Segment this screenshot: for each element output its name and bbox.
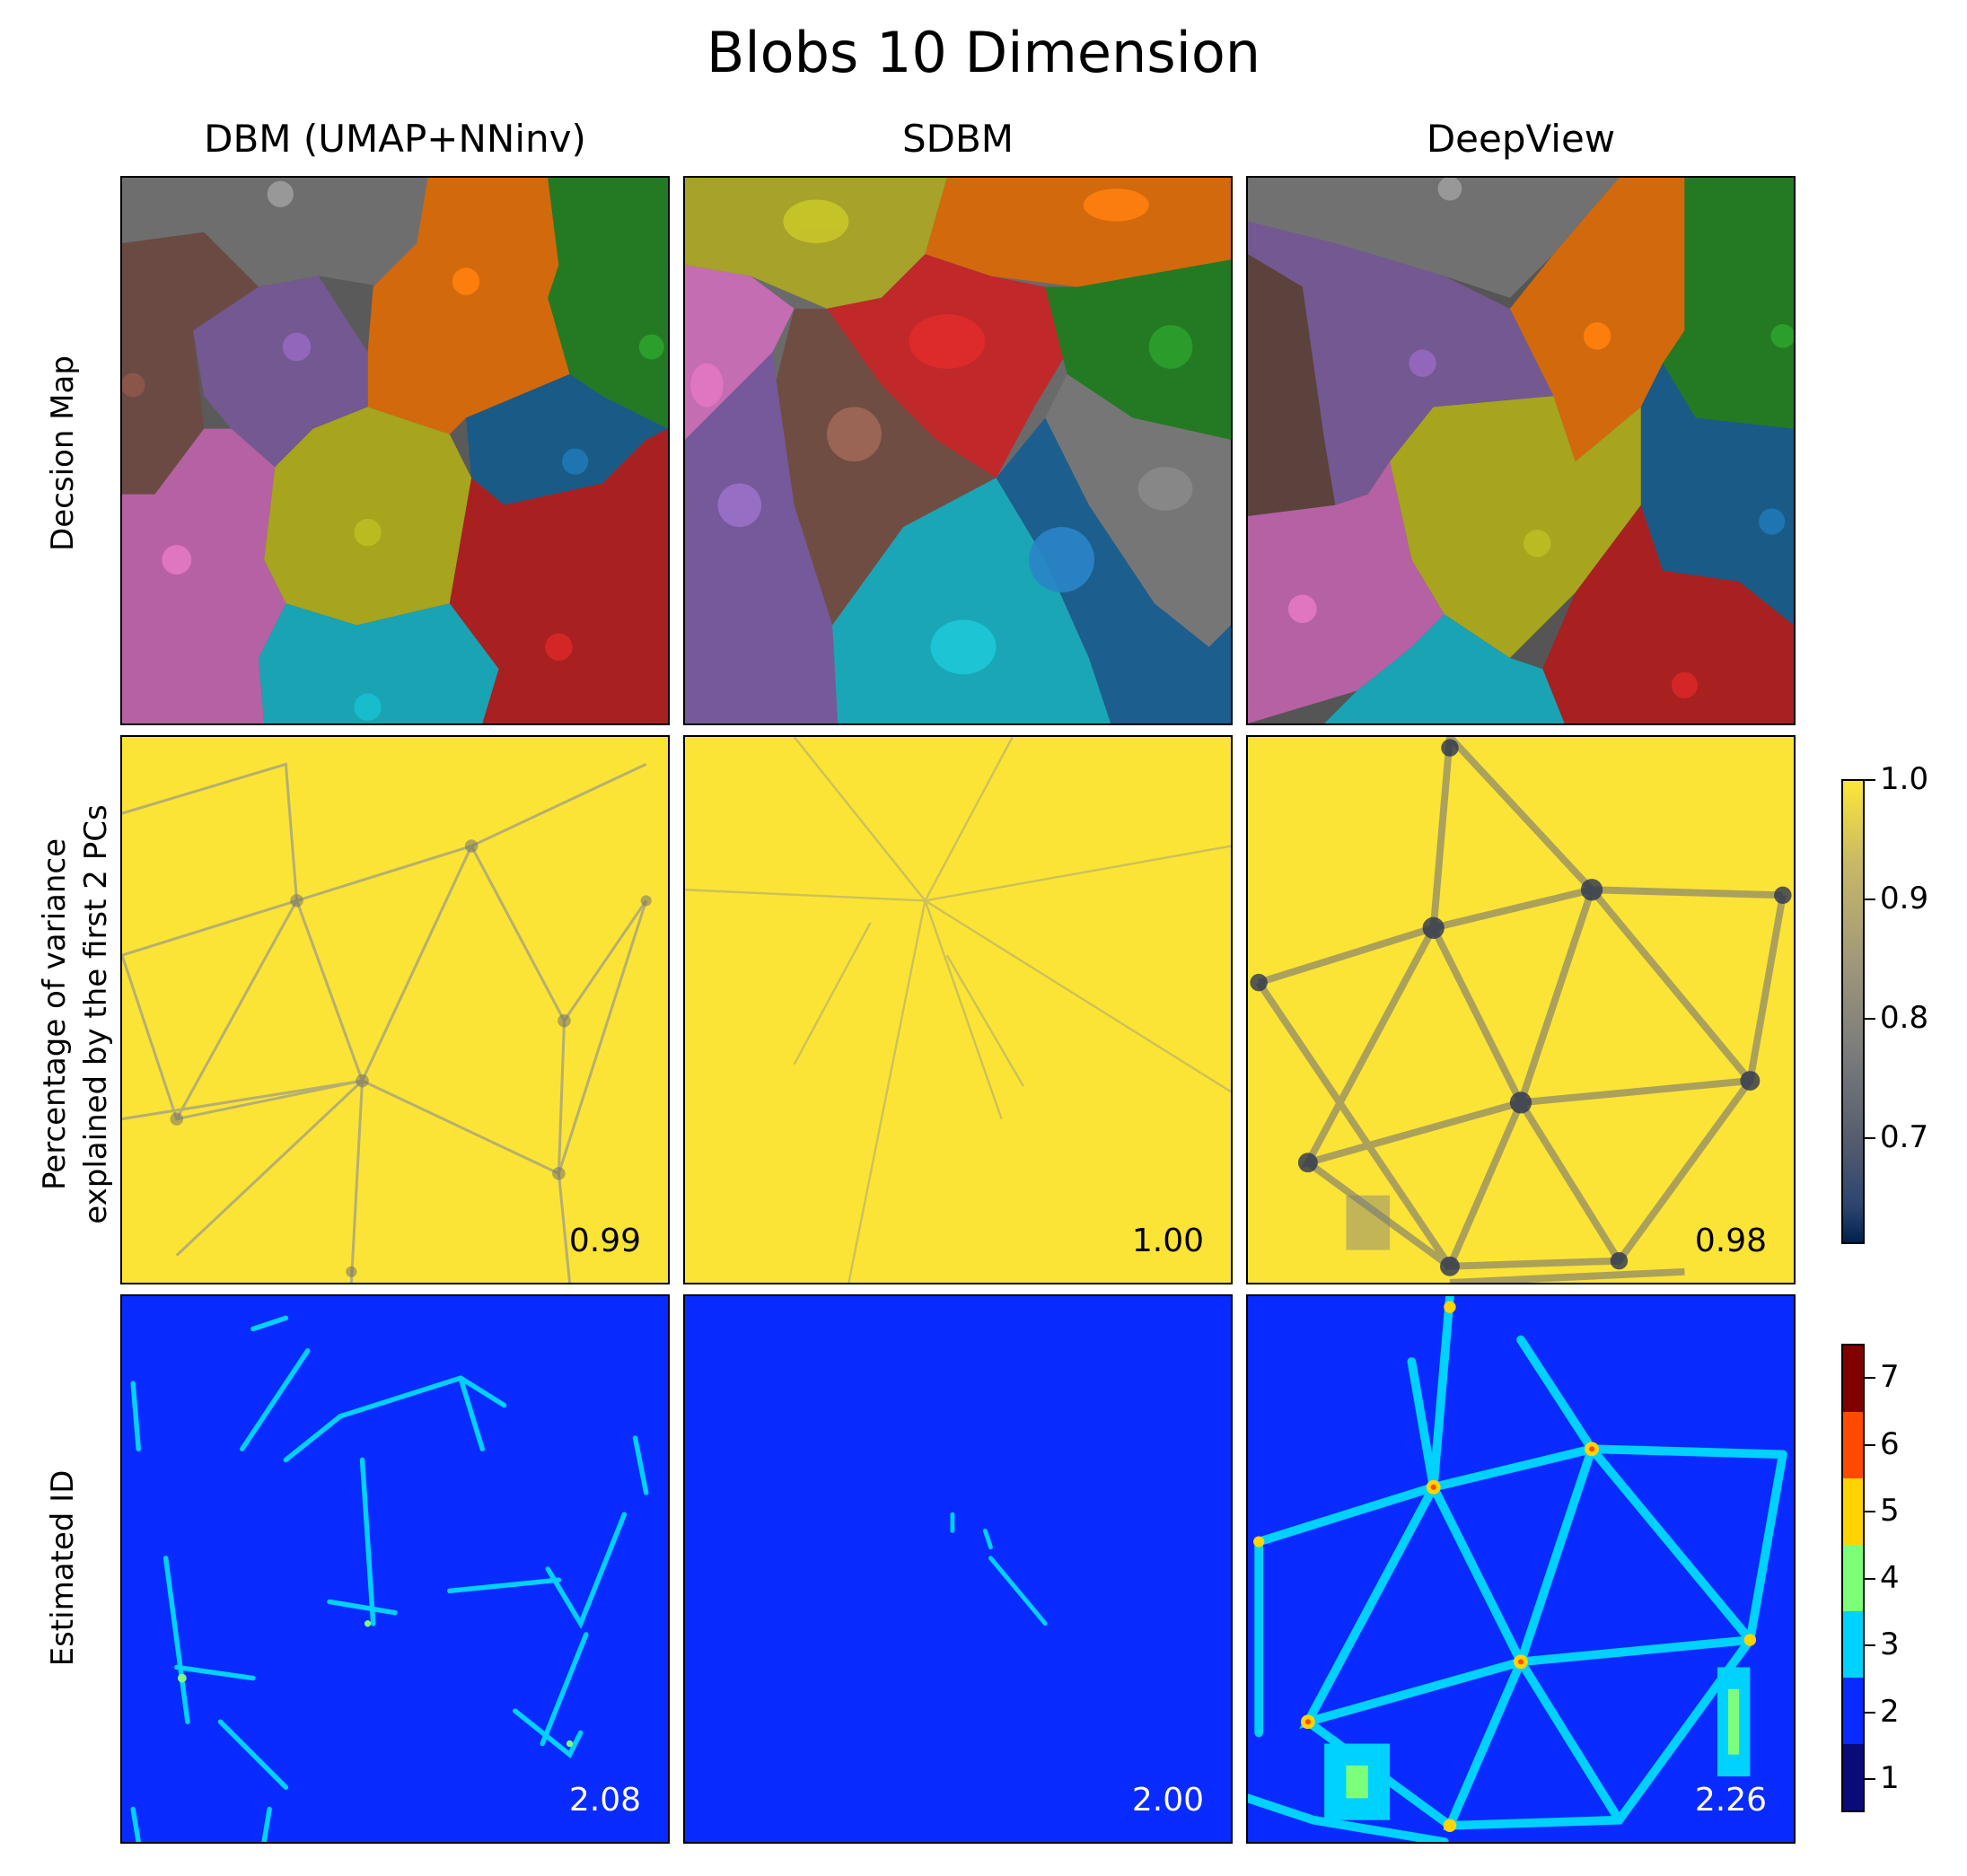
variance-tick-3: 0.8 [1880,1000,1928,1036]
variance-metric-deepview: 0.98 [1695,1223,1767,1259]
id-metric-dbm: 2.08 [569,1782,641,1819]
figure-title: Blobs 10 Dimension [0,20,1967,85]
row-label-variance: Percentage of variance explained by the … [34,804,117,1223]
variance-tick-2: 0.9 [1880,881,1928,916]
variance-colorbar [1841,779,1865,1244]
variance-tick-4: 0.7 [1880,1119,1928,1155]
id-map-dbm: 2.08 [120,1294,670,1844]
column-title-sdbm: SDBM [682,117,1234,161]
variance-metric-dbm: 0.99 [569,1223,641,1259]
id-tick-6: 6 [1880,1426,1900,1462]
decision-map-sdbm [683,176,1233,725]
variance-tick-1: 1.0 [1880,761,1928,797]
id-map-deepview: 2.26 [1246,1294,1796,1844]
id-tick-3: 3 [1880,1626,1900,1662]
id-tick-5: 5 [1880,1493,1900,1529]
decision-map-dbm [120,176,670,725]
id-map-sdbm: 2.00 [683,1294,1233,1844]
row-label-decision-map: Decsion Map [42,355,83,551]
id-colorbar [1841,1344,1865,1812]
id-tick-2: 2 [1880,1694,1900,1730]
variance-map-sdbm: 1.00 [683,735,1233,1284]
id-tick-7: 7 [1880,1359,1900,1395]
decision-map-deepview [1246,176,1796,725]
row-label-estimated-id: Estimated ID [42,1470,83,1667]
id-metric-deepview: 2.26 [1695,1782,1767,1819]
id-tick-1: 1 [1880,1760,1900,1796]
variance-map-deepview: 0.98 [1246,735,1796,1284]
column-title-dbm: DBM (UMAP+NNinv) [119,117,671,161]
id-tick-4: 4 [1880,1560,1900,1596]
column-title-deepview: DeepView [1245,117,1796,161]
variance-map-dbm: 0.99 [120,735,670,1284]
variance-metric-sdbm: 1.00 [1132,1223,1204,1259]
id-metric-sdbm: 2.00 [1132,1782,1204,1819]
